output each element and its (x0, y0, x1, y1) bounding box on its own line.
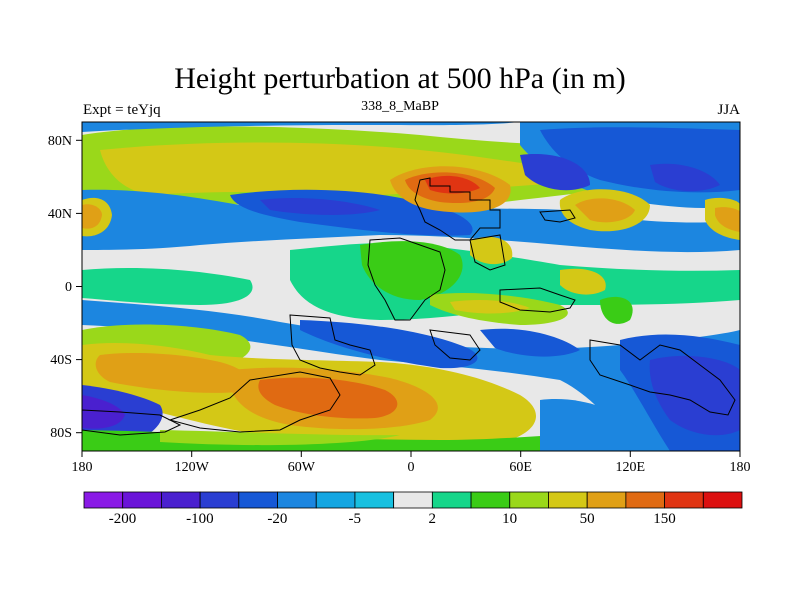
colorbar-swatch (393, 491, 433, 509)
colorbar-swatch (238, 491, 278, 509)
map-title: Height perturbation at 500 hPa (in m) (174, 62, 626, 95)
latitude-labels: 80N 40N 0 40S 80S (48, 134, 72, 441)
colorbar-swatch (664, 491, 704, 509)
colorbar-swatch (161, 491, 201, 509)
tick-marks (76, 139, 741, 457)
colorbar-labels: -200 -100 -20 -5 2 10 50 150 (109, 511, 676, 527)
lat-label-80s: 80S (50, 426, 72, 441)
lon-label-120w: 120W (175, 460, 210, 475)
colorbar-swatch (315, 491, 356, 509)
lon-label-180e: 180 (730, 460, 751, 475)
colorbar-swatch (470, 491, 511, 509)
colorbar-swatch (122, 491, 162, 509)
lat-label-40n: 40N (48, 207, 72, 222)
lon-label-60w: 60W (288, 460, 316, 475)
colorbar-swatch (625, 491, 665, 509)
colorbar-swatch (431, 491, 472, 509)
longitude-labels: 180 120W 60W 0 60E 120E 180 (72, 460, 751, 475)
colorbar-label-2: 2 (428, 511, 436, 527)
colorbar-swatch (509, 491, 549, 509)
season-label: JJA (717, 102, 740, 118)
lon-label-60e: 60E (509, 460, 532, 475)
lat-label-40s: 40S (50, 353, 72, 368)
colorbar-label-minus200: -200 (109, 511, 137, 527)
contour-field (82, 122, 740, 451)
lon-label-0: 0 (408, 460, 415, 475)
colorbar-swatch (586, 491, 627, 509)
colorbar-label-10: 10 (502, 511, 517, 527)
colorbar-swatch (548, 491, 588, 509)
coastlines (82, 177, 736, 436)
colorbar-swatch (354, 491, 395, 509)
colorbar-label-minus20: -20 (267, 511, 287, 527)
colorbar-label-150: 150 (653, 511, 676, 527)
colorbar-label-minus5: -5 (349, 511, 362, 527)
colorbar-label-minus100: -100 (186, 511, 214, 527)
colorbar-swatch (199, 491, 240, 509)
lon-label-120e: 120E (616, 460, 646, 475)
period-label: 338_8_MaBP (361, 99, 439, 114)
experiment-label: Expt = teYjq (83, 102, 161, 118)
lat-label-0: 0 (65, 280, 72, 295)
colorbar-label-50: 50 (580, 511, 595, 527)
lat-label-80n: 80N (48, 134, 72, 149)
lon-label-180w: 180 (72, 460, 93, 475)
colorbar-swatch (83, 491, 124, 509)
colorbar-swatch (277, 491, 317, 509)
colorbar (83, 491, 743, 509)
colorbar-swatch (702, 491, 743, 509)
